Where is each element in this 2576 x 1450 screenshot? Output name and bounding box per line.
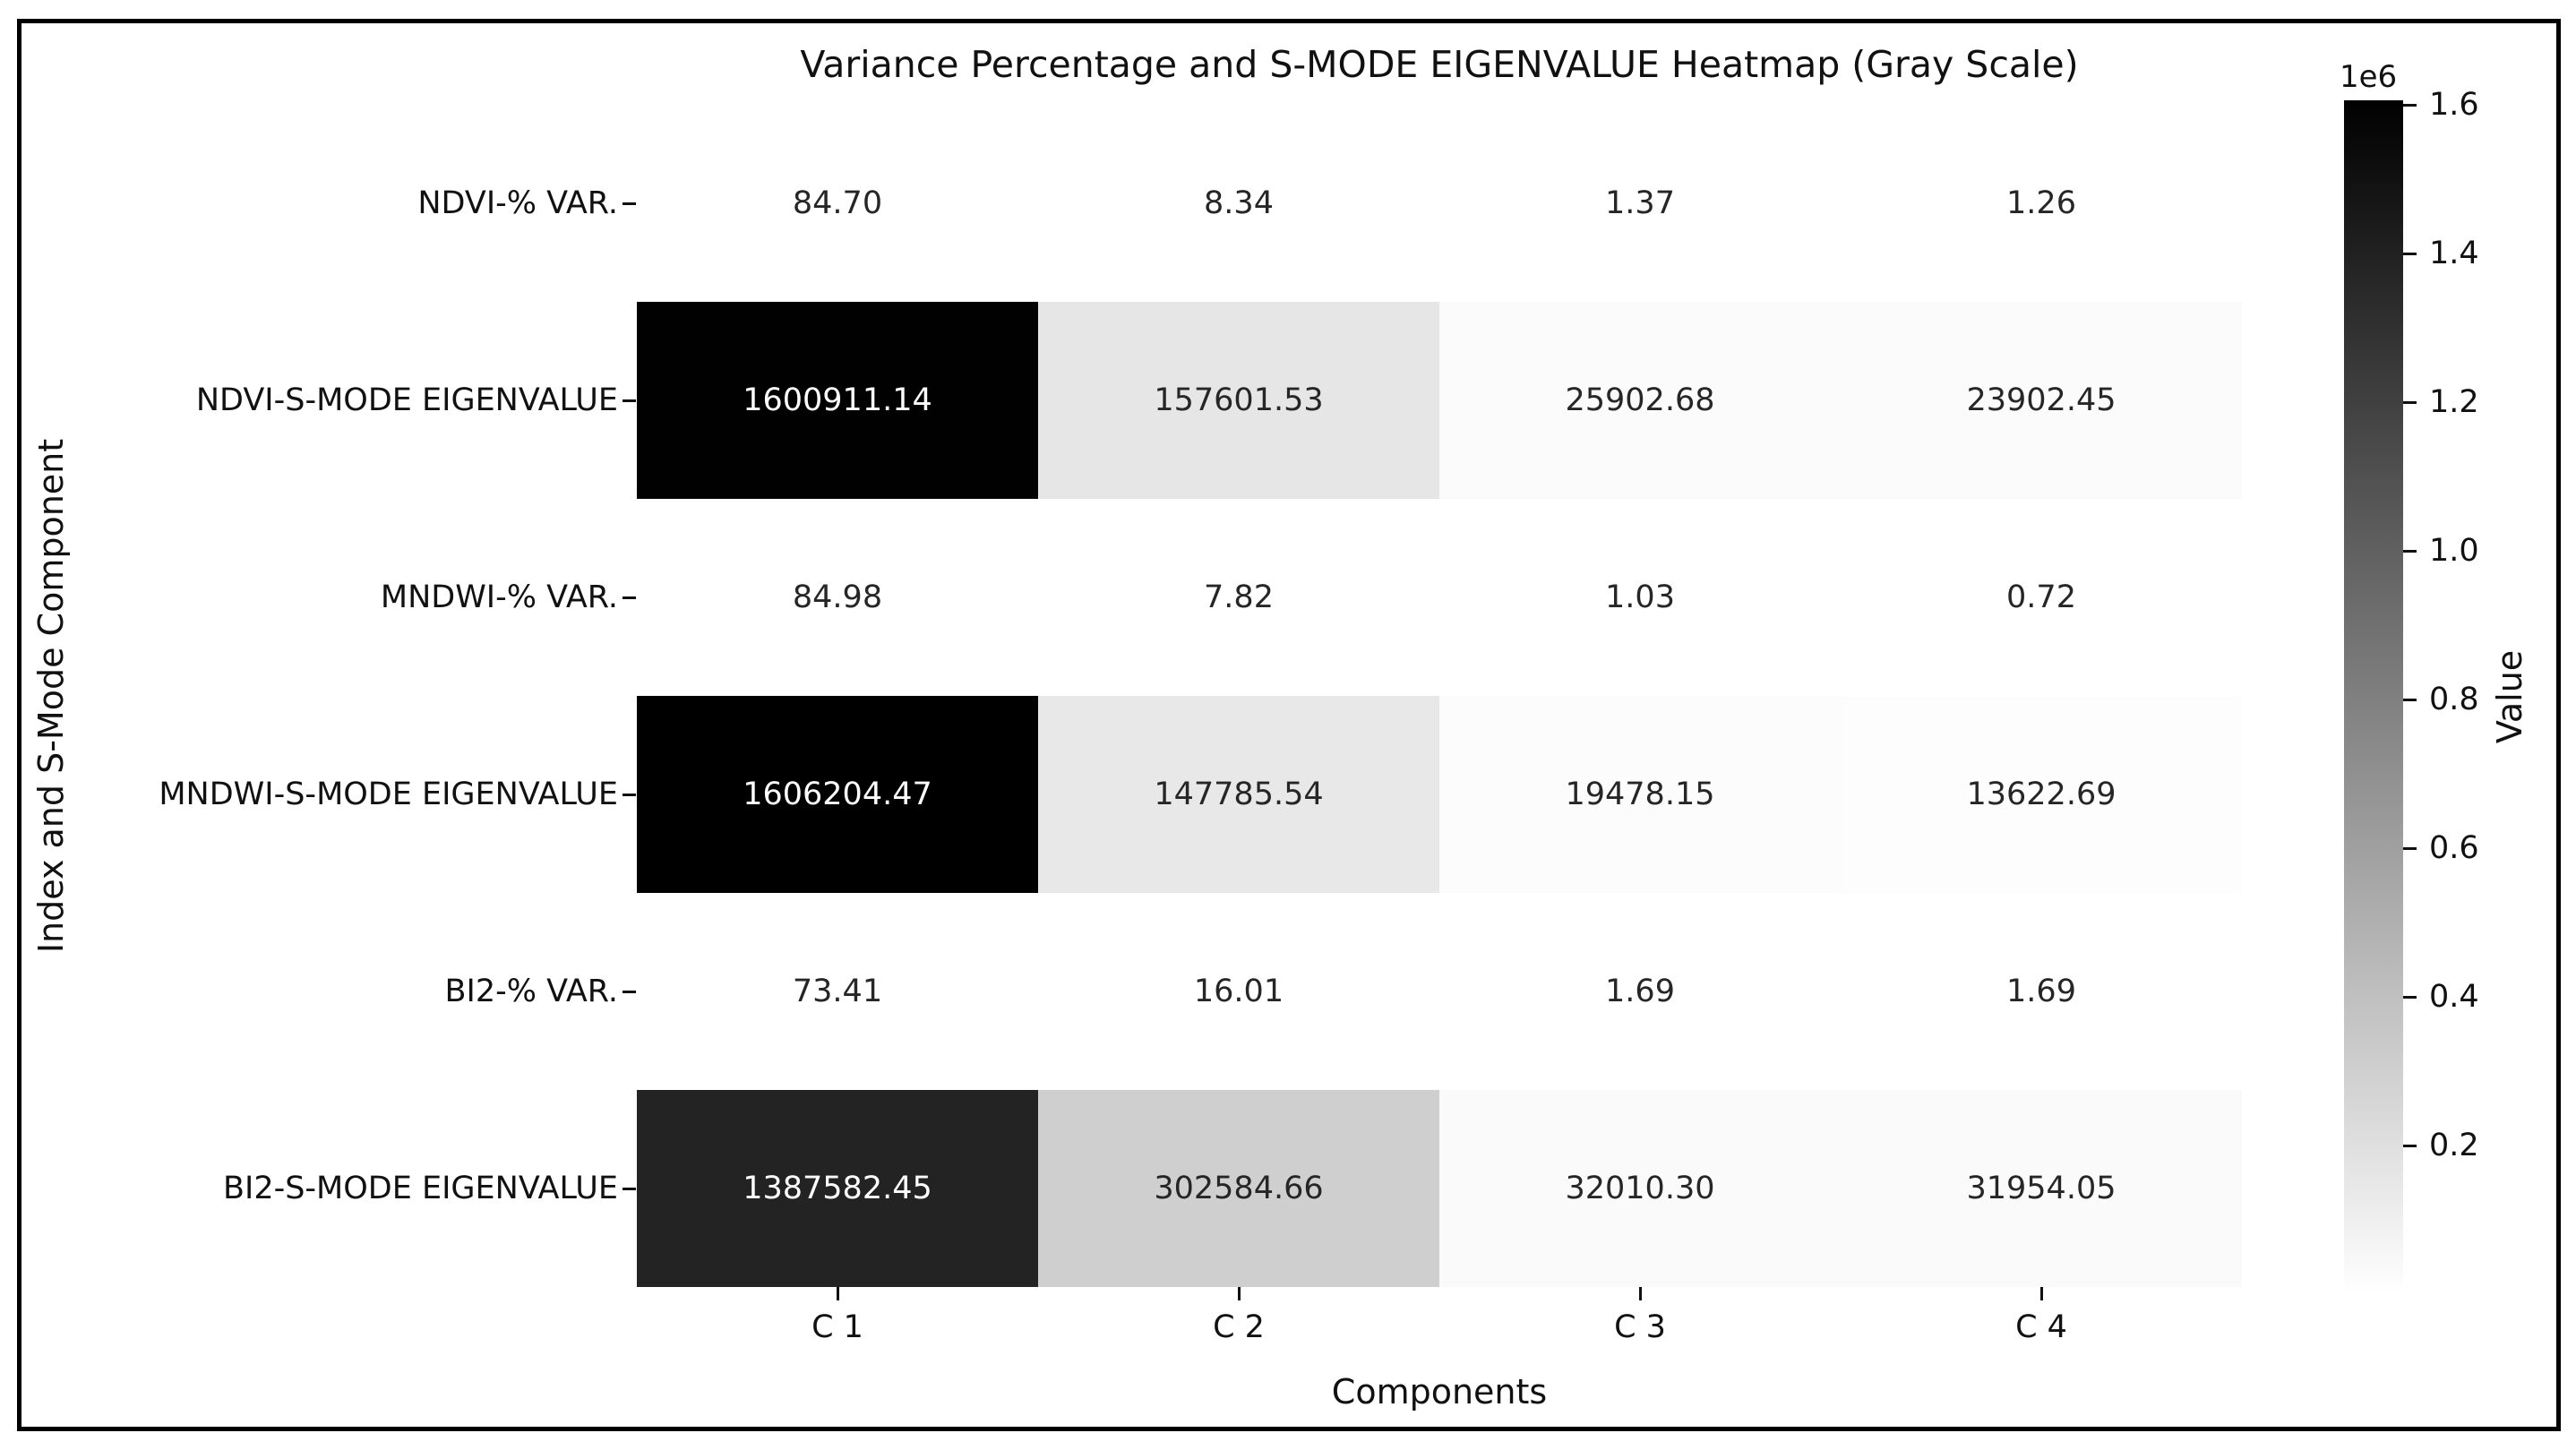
x-tick-mark	[1237, 1287, 1241, 1300]
y-tick-label: BI2-% VAR.	[444, 974, 618, 1009]
y-tick-mark	[623, 1187, 636, 1190]
heatmap-cell: 19478.15	[1439, 696, 1841, 893]
heatmap-cell: 1.26	[1841, 105, 2242, 302]
heatmap-cell: 13622.69	[1841, 696, 2242, 893]
colorbar-tick-label: 1.6	[2429, 87, 2479, 124]
y-tick-label: MNDWI-S-MODE EIGENVALUE	[159, 776, 618, 812]
colorbar-tick-mark	[2403, 1144, 2417, 1147]
heatmap-cell: 147785.54	[1038, 696, 1439, 893]
heatmap-cell: 84.98	[637, 499, 1038, 696]
heatmap-grid: 84.70 8.34 1.37 1.26 1600911.14 157601.53 2590…	[637, 105, 2242, 1287]
x-tick-label: C 2	[1213, 1309, 1265, 1345]
colorbar-tick-mark	[2403, 846, 2417, 850]
colorbar-tick-mark	[2403, 400, 2417, 404]
heatmap-cell: 31954.05	[1841, 1090, 2242, 1287]
heatmap-cell: 8.34	[1038, 105, 1439, 302]
y-tick-mark	[623, 202, 636, 205]
heatmap-cell: 1.37	[1439, 105, 1841, 302]
heatmap-cell: 7.82	[1038, 499, 1439, 696]
colorbar-tick-label: 1.0	[2429, 533, 2479, 570]
colorbar-tick-label: 0.4	[2429, 979, 2479, 1016]
colorbar-tick-label: 1.2	[2429, 384, 2479, 421]
y-tick-label: NDVI-S-MODE EIGENVALUE	[195, 382, 618, 418]
colorbar-tick-label: 0.6	[2429, 830, 2479, 867]
heatmap-cell: 1.03	[1439, 499, 1841, 696]
colorbar-tick-mark	[2403, 698, 2417, 701]
y-tick-label: MNDWI-% VAR.	[380, 579, 618, 615]
x-axis-label: Components	[1331, 1372, 1548, 1411]
colorbar-tick-mark	[2403, 995, 2417, 999]
colorbar-tick-mark	[2403, 252, 2417, 255]
heatmap-cell: 1600911.14	[637, 302, 1038, 499]
colorbar-label: Value	[2490, 649, 2529, 744]
y-tick-label: NDVI-% VAR.	[417, 185, 618, 221]
heatmap-cell: 1387582.45	[637, 1090, 1038, 1287]
colorbar-tick-label: 1.4	[2429, 236, 2479, 272]
colorbar-tick-label: 0.2	[2429, 1128, 2479, 1164]
x-tick-mark	[2039, 1287, 2043, 1300]
heatmap-cell: 73.41	[637, 893, 1038, 1090]
x-tick-mark	[836, 1287, 839, 1300]
heatmap-cell: 25902.68	[1439, 302, 1841, 499]
x-tick-label: C 4	[2015, 1309, 2067, 1345]
y-tick-mark	[623, 793, 636, 796]
heatmap-cell: 157601.53	[1038, 302, 1439, 499]
heatmap-cell: 1606204.47	[637, 696, 1038, 893]
y-tick-mark	[623, 990, 636, 993]
heatmap-cell: 84.70	[637, 105, 1038, 302]
heatmap-cell: 302584.66	[1038, 1090, 1439, 1287]
chart-title: Variance Percentage and S-MODE EIGENVALU…	[800, 43, 2079, 86]
heatmap-cell: 1.69	[1841, 893, 2242, 1090]
x-tick-mark	[1638, 1287, 1642, 1300]
colorbar-tick-label: 0.8	[2429, 682, 2479, 718]
x-tick-label: C 3	[1614, 1309, 1666, 1345]
colorbar-tick-mark	[2403, 549, 2417, 553]
colorbar-gradient	[2344, 100, 2403, 1294]
x-tick-label: C 1	[811, 1309, 863, 1345]
heatmap-cell: 32010.30	[1439, 1090, 1841, 1287]
heatmap-cell: 23902.45	[1841, 302, 2242, 499]
heatmap-cell: 0.72	[1841, 499, 2242, 696]
heatmap-cell: 16.01	[1038, 893, 1439, 1090]
colorbar-scale-note: 1e6	[2340, 59, 2398, 95]
y-tick-mark	[623, 596, 636, 599]
heatmap-cell: 1.69	[1439, 893, 1841, 1090]
y-tick-label: BI2-S-MODE EIGENVALUE	[222, 1171, 618, 1206]
y-tick-mark	[623, 399, 636, 402]
colorbar-tick-mark	[2403, 103, 2417, 107]
